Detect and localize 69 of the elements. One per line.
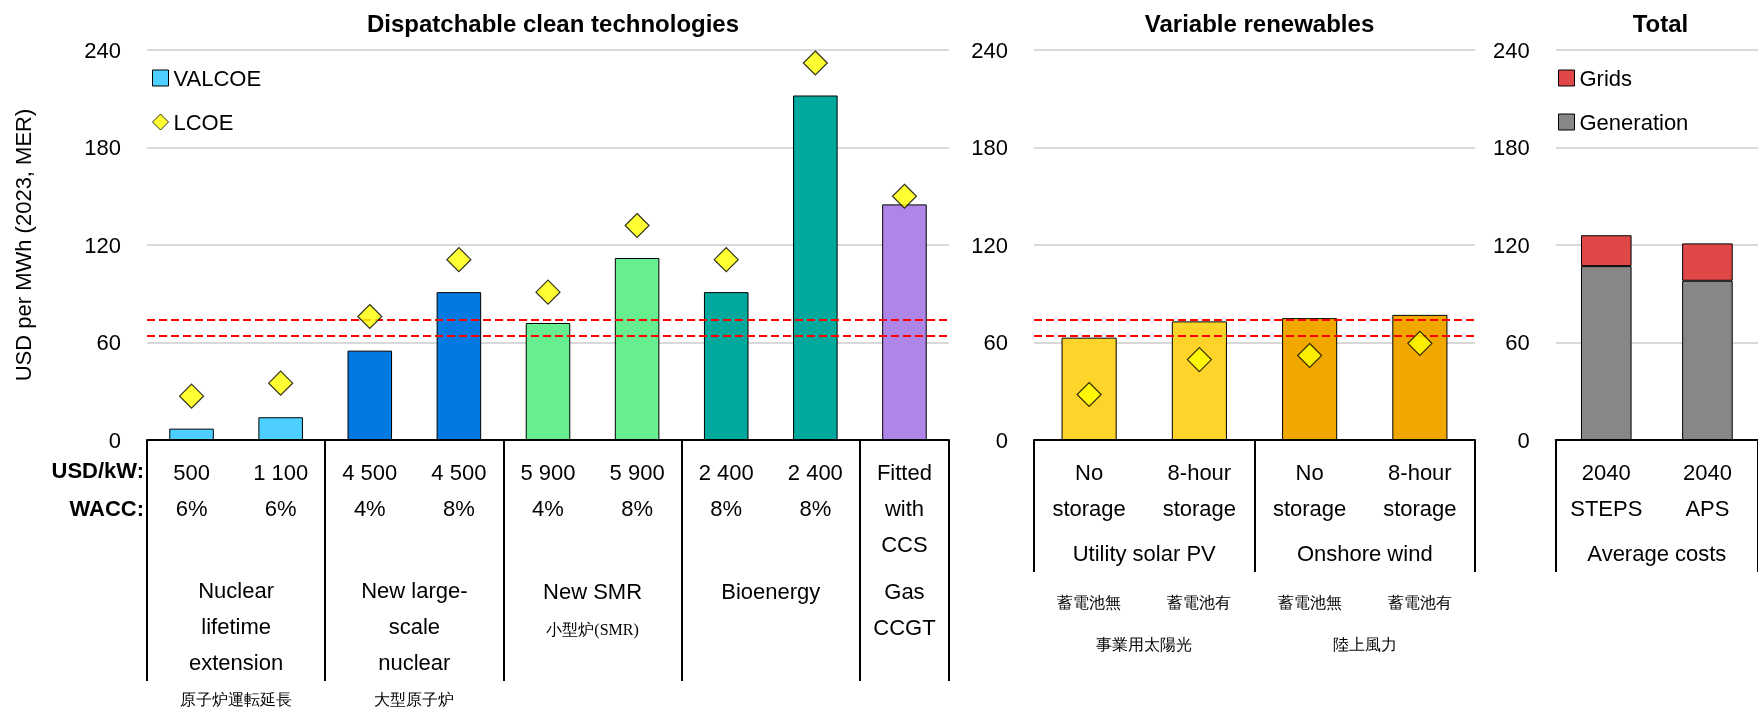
point [178, 383, 205, 409]
y-tick-label: 0 [995, 427, 1008, 453]
point [268, 370, 294, 396]
y-tick-label: 0 [108, 427, 121, 453]
text: 原子炉運転延長 [180, 690, 293, 708]
y-tick-label: 120 [971, 232, 1008, 258]
text: 蓄電池無 [1057, 593, 1122, 611]
chart-title: Total [1632, 9, 1689, 37]
point [802, 50, 828, 76]
text: New large- scale nuclear [361, 577, 468, 675]
x-tick-label: Fitted with CCS [876, 459, 932, 557]
x-tick-label: 4 500 4% [342, 459, 398, 521]
x-tick-label: 2 400 8% [787, 459, 843, 521]
chart-title: Dispatchable clean technologies [366, 9, 740, 37]
text: 大型原子炉 [374, 690, 455, 708]
x-tick-label: 500 6% [173, 459, 210, 521]
x-tick-label: No storage [1272, 459, 1347, 521]
y-tick-label: 120 [1492, 232, 1530, 258]
x-tick-label: 2 400 8% [698, 459, 754, 521]
y-tick-label: 180 [971, 135, 1008, 160]
x-tick-label: 8-hour storage [1162, 459, 1237, 521]
text: 蓄電池有 [1167, 593, 1232, 611]
text: New SMR [543, 578, 643, 604]
point [713, 247, 739, 273]
x-tick-label: 5 900 4% [520, 459, 576, 521]
point [1297, 342, 1323, 369]
x-tick-label: 8-hour storage [1383, 459, 1457, 521]
y-tick-label: 240 [1492, 37, 1530, 63]
legend-label: Grids [1579, 65, 1633, 91]
chart-title: Variable renewables [1144, 9, 1375, 37]
text: 小型炉(SMR) [546, 620, 639, 639]
x-tick-label: 2040 APS [1682, 459, 1732, 521]
y-tick-label: 240 [971, 37, 1008, 63]
point [1407, 330, 1433, 356]
point [535, 279, 561, 305]
legend-label: VALCOE [173, 65, 262, 91]
text: Utility solar PV [1072, 540, 1217, 566]
y-axis-title: USD per MWh (2023, MER) [10, 108, 36, 382]
y-tick-label: 60 [983, 330, 1008, 355]
legend-label: LCOE [173, 109, 234, 135]
x-tick-label: 4 500 8% [431, 459, 487, 521]
text: WACC: [69, 495, 144, 521]
x-tick-label: 2040 STEPS [1570, 459, 1643, 521]
x-tick-label: No storage [1052, 459, 1126, 521]
text: 蓄電池無 [1277, 593, 1342, 611]
text: 陸上風力 [1332, 635, 1397, 653]
point [446, 247, 472, 273]
y-tick-label: 180 [1492, 135, 1530, 160]
y-tick-label: 0 [1517, 427, 1530, 453]
text: 蓄電池有 [1387, 593, 1452, 611]
text: Bioenergy [721, 578, 821, 604]
text: Gas CCGT [873, 578, 936, 640]
text: 事業用太陽光 [1096, 635, 1193, 653]
y-tick-label: 60 [96, 330, 121, 355]
text: Onshore wind [1296, 540, 1433, 566]
legend-label: Generation [1579, 109, 1689, 135]
point [357, 303, 383, 330]
y-tick-label: 120 [84, 232, 121, 258]
point [1186, 346, 1212, 373]
point [891, 183, 918, 209]
text: Nuclear lifetime extension [189, 577, 284, 675]
text: Average costs [1587, 540, 1727, 566]
y-tick-label: 60 [1505, 330, 1530, 355]
point [624, 212, 650, 239]
x-tick-label: 1 100 6% [253, 459, 309, 521]
y-tick-label: 240 [84, 37, 121, 63]
text: USD/kW: [51, 457, 144, 483]
x-tick-label: 5 900 8% [609, 459, 665, 521]
y-tick-label: 180 [84, 135, 121, 160]
